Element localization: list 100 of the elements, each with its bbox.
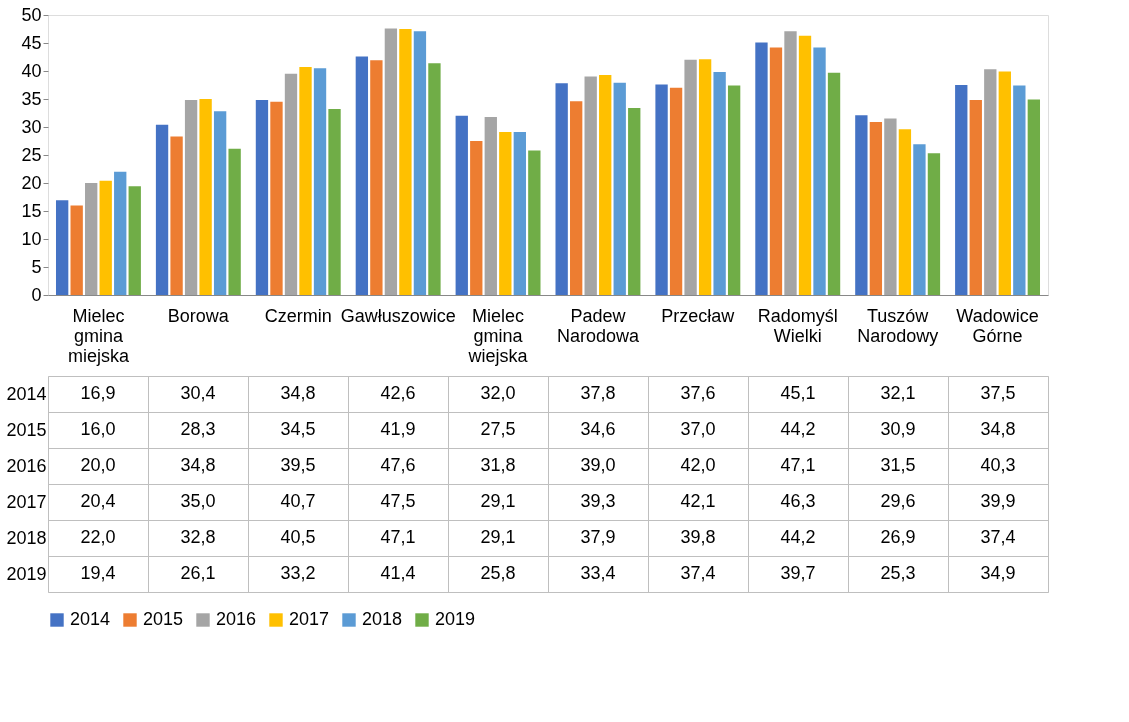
data-label: 39,0 <box>580 455 616 475</box>
text: 2018 <box>6 527 47 548</box>
text: 2017 <box>6 491 47 512</box>
data-label: 20,4 <box>80 491 116 511</box>
data-label: 45,1 <box>780 383 816 403</box>
bar <box>284 73 298 295</box>
data-label: 47,1 <box>780 455 816 475</box>
data-label: 37,6 <box>680 383 716 403</box>
y-tick-label: 30 <box>21 116 42 137</box>
x-tick-label: Przecław <box>661 305 736 326</box>
bar <box>184 100 198 295</box>
bar <box>655 84 668 295</box>
y-tick-label: 50 <box>21 4 42 25</box>
data-label: 16,9 <box>80 383 116 403</box>
data-label: 30,9 <box>880 419 916 439</box>
bar <box>813 47 826 295</box>
bar <box>114 171 127 295</box>
data-label: 16,0 <box>80 419 116 439</box>
data-label: 37,4 <box>680 563 716 583</box>
data-label: 33,4 <box>580 563 616 583</box>
data-label: 29,1 <box>480 527 516 547</box>
data-label: 44,2 <box>780 419 816 439</box>
bar <box>869 121 883 295</box>
bar <box>199 99 212 295</box>
bar <box>1013 85 1026 295</box>
bar <box>570 101 583 295</box>
data-label: 34,6 <box>580 419 616 439</box>
legend-label: 2018 <box>362 609 403 629</box>
bar <box>499 132 512 295</box>
data-label: 41,9 <box>380 419 416 439</box>
data-label: 32,8 <box>180 527 216 547</box>
x-tick-label: Padew Narodowa <box>556 305 640 346</box>
x-tick-label: Borowa <box>167 305 230 326</box>
bar <box>955 85 968 295</box>
bar <box>628 107 641 295</box>
bar <box>755 42 768 295</box>
bar <box>255 100 269 295</box>
data-label: 40,3 <box>980 455 1016 475</box>
data-label: 47,5 <box>380 491 416 511</box>
y-tick-label: 45 <box>21 32 42 53</box>
bar <box>769 47 783 295</box>
legend-label: 2019 <box>435 609 476 629</box>
bar <box>428 63 441 295</box>
bar <box>913 144 926 295</box>
data-label: 34,5 <box>280 419 316 439</box>
data-label: 37,9 <box>580 527 616 547</box>
bar <box>827 72 841 295</box>
data-label: 31,8 <box>480 455 516 475</box>
data-label: 32,1 <box>880 383 916 403</box>
data-label: 42,1 <box>680 491 716 511</box>
bar <box>384 28 398 295</box>
data-label: 32,0 <box>480 383 516 403</box>
y-tick-label: 20 <box>21 172 42 193</box>
data-label: 47,6 <box>380 455 416 475</box>
bar <box>555 83 568 295</box>
data-label: 31,5 <box>880 455 916 475</box>
data-label: 34,8 <box>280 383 316 403</box>
text: 2016 <box>6 455 47 476</box>
bar <box>884 118 897 295</box>
data-label: 34,9 <box>980 563 1016 583</box>
legend-label: 2017 <box>289 609 330 629</box>
x-tick-label: Radomyśl Wielki <box>757 305 838 346</box>
data-label: 37,0 <box>680 419 716 439</box>
data-label: 19,4 <box>80 563 116 583</box>
bar <box>313 68 327 295</box>
data-label: 41,4 <box>380 563 416 583</box>
bar <box>684 59 697 295</box>
data-label: 37,8 <box>580 383 616 403</box>
x-tick-label: Mielec gmina miejska <box>67 305 130 366</box>
bar <box>584 76 597 295</box>
data-label: 40,5 <box>280 527 316 547</box>
bar <box>698 59 712 295</box>
bar <box>228 148 241 295</box>
bar <box>798 35 812 295</box>
x-tick-label: Gawłuszowice <box>340 305 456 326</box>
bar <box>898 129 912 295</box>
bar <box>984 69 997 295</box>
data-label: 27,5 <box>480 419 516 439</box>
bar <box>213 111 227 295</box>
x-tick-label: Mielec gmina wiejska <box>467 305 529 366</box>
bar <box>299 67 312 295</box>
y-tick-label: 0 <box>31 284 42 305</box>
bar <box>855 115 868 295</box>
y-tick-label: 10 <box>21 228 42 249</box>
bar <box>613 82 626 295</box>
bar <box>455 115 468 295</box>
bar <box>927 153 941 295</box>
bar <box>528 150 541 295</box>
data-label: 25,3 <box>880 563 916 583</box>
data-label: 35,0 <box>180 491 216 511</box>
data-label: 40,7 <box>280 491 316 511</box>
data-label: 42,6 <box>380 383 416 403</box>
y-tick-label: 40 <box>21 60 42 81</box>
data-label: 39,9 <box>980 491 1016 511</box>
bar <box>727 85 741 295</box>
data-label: 26,9 <box>880 527 916 547</box>
legend-label: 2016 <box>216 609 257 629</box>
bar <box>70 205 83 295</box>
y-tick-label: 25 <box>21 144 42 165</box>
data-label: 47,1 <box>380 527 416 547</box>
